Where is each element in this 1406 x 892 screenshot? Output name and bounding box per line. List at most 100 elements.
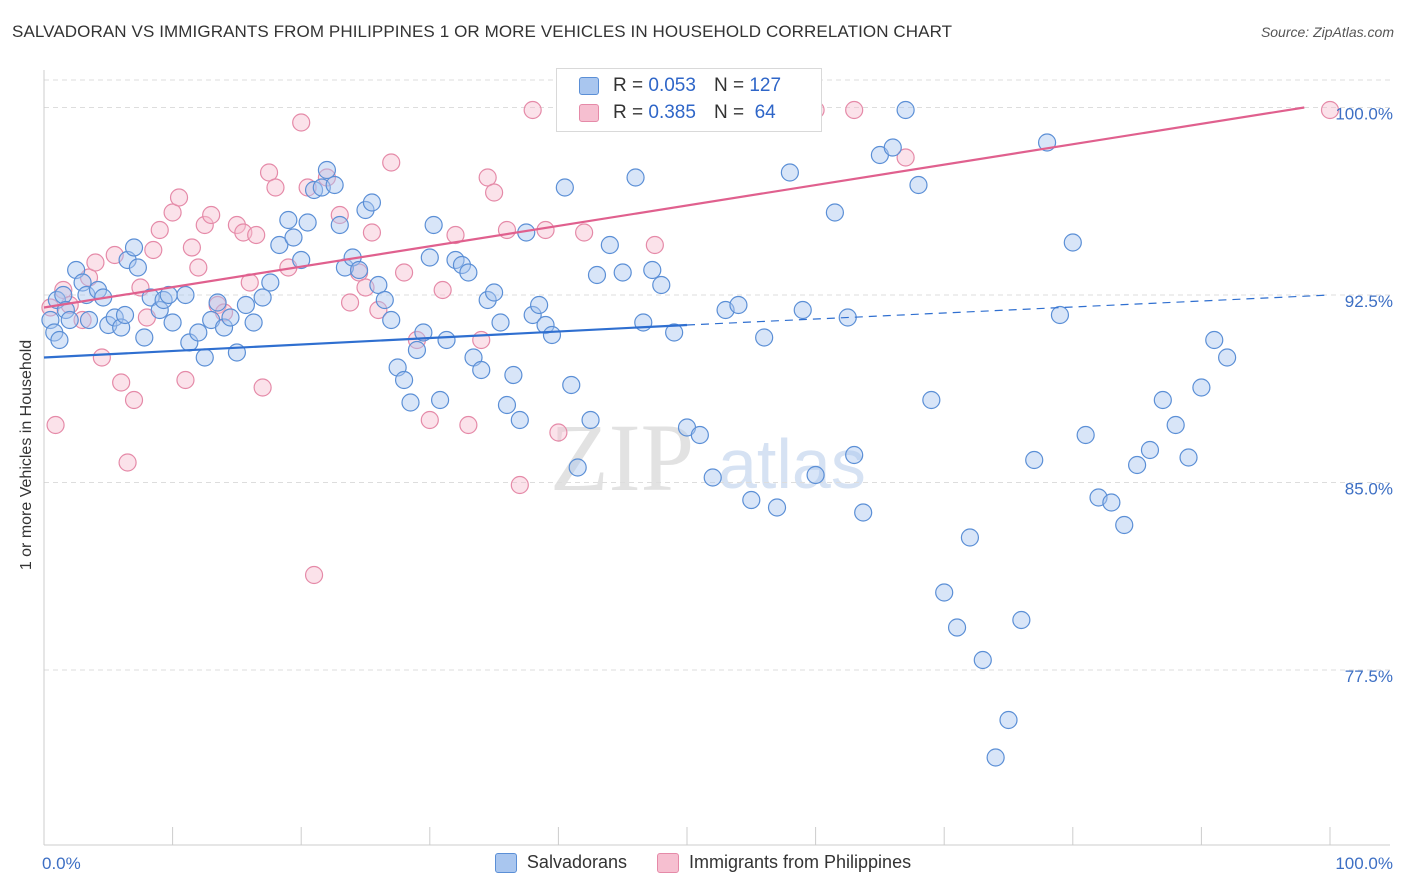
salvadorans-swatch (494, 852, 517, 873)
data-point (247, 225, 266, 245)
grid (44, 79, 1390, 671)
data-point (150, 220, 169, 240)
data-point (896, 148, 915, 167)
data-point (643, 260, 662, 280)
legend-item-philippines: Immigrants from Philippines (657, 852, 911, 873)
data-point (202, 205, 221, 225)
data-point (362, 223, 382, 242)
data-point (999, 710, 1018, 730)
data-point (349, 260, 369, 280)
data-point (128, 258, 147, 277)
data-point (510, 410, 529, 430)
salvadorans-trend-line (43, 323, 688, 359)
data-point (189, 323, 208, 342)
data-point (1192, 378, 1211, 397)
data-point (472, 360, 491, 380)
data-point (284, 228, 303, 247)
data-point (382, 310, 401, 330)
data-point (304, 565, 324, 585)
data-point (356, 200, 375, 220)
data-point (1205, 330, 1224, 350)
chart-title: SALVADORAN VS IMMIGRANTS FROM PHILIPPINE… (12, 22, 953, 41)
data-point (394, 370, 414, 390)
data-point (549, 423, 568, 442)
data-point (414, 323, 433, 342)
data-point (1115, 515, 1134, 535)
data-point (485, 183, 504, 202)
data-point (340, 293, 360, 312)
data-point (530, 295, 549, 315)
data-point (154, 290, 173, 310)
data-point (1166, 415, 1185, 435)
n-value: 127 (749, 75, 782, 96)
data-point (86, 253, 105, 272)
legend-item-salvadorans: Salvadorans (494, 852, 627, 873)
data-point (298, 213, 317, 232)
data-point (369, 300, 388, 320)
data-point (118, 453, 137, 472)
data-point (767, 498, 787, 517)
data-point (806, 465, 825, 485)
data-point (491, 313, 510, 332)
data-point (244, 313, 263, 332)
data-point (825, 203, 844, 222)
data-point (253, 288, 272, 307)
data-point (195, 215, 214, 235)
series-philippines-points (41, 100, 1340, 585)
data-point (270, 235, 289, 255)
data-point (536, 220, 555, 240)
data-point (92, 348, 111, 367)
data-point (845, 445, 864, 465)
series-salvadorans-points (41, 100, 1237, 767)
data-point (883, 138, 902, 157)
philippines-swatch (579, 104, 599, 122)
trend-lines (43, 106, 1331, 359)
salvadorans-swatch (579, 77, 599, 95)
data-point (510, 475, 529, 495)
legend-row-philippines: R = 0.385 N = 64 (579, 100, 776, 126)
tick-labels: 100.0% 92.5% 85.0% 77.5% 0.0% 100.0% (42, 105, 1393, 874)
data-point (504, 365, 523, 385)
data-point (169, 188, 189, 207)
data-point (189, 258, 208, 277)
r-value: 0.385 (648, 102, 696, 123)
y-tick-label: 77.5% (1345, 667, 1393, 686)
y-tick-label: 85.0% (1345, 480, 1393, 499)
philippines-swatch (657, 852, 679, 873)
data-point (236, 295, 256, 315)
data-point (330, 215, 349, 235)
data-point (259, 163, 279, 182)
data-point (54, 285, 73, 305)
data-point (896, 100, 915, 120)
data-point (1179, 448, 1198, 467)
data-point (581, 410, 600, 430)
data-point (362, 193, 382, 212)
data-point (1218, 348, 1237, 367)
data-point (195, 348, 214, 367)
data-point (54, 280, 73, 300)
data-point (112, 373, 131, 392)
data-point (568, 458, 587, 477)
watermark-zip: ZIP (550, 404, 694, 511)
data-point (221, 308, 240, 327)
y-tick-label: 92.5% (1345, 292, 1393, 311)
data-point (433, 280, 452, 300)
data-point (227, 215, 246, 235)
data-point (1102, 493, 1121, 512)
data-point (542, 325, 562, 345)
data-point (1140, 440, 1160, 460)
philippines-trend-line (43, 106, 1305, 309)
data-point (1025, 450, 1044, 470)
data-point (50, 330, 69, 350)
data-point (845, 100, 864, 120)
data-point (79, 310, 99, 330)
data-point (144, 240, 163, 260)
data-point (652, 275, 671, 295)
salvadorans-trend-extension (686, 294, 1331, 326)
data-point (485, 283, 504, 302)
n-value: 64 (754, 102, 776, 123)
data-point (973, 650, 992, 670)
data-point (626, 168, 645, 187)
data-point (382, 153, 401, 172)
data-point (780, 163, 799, 182)
